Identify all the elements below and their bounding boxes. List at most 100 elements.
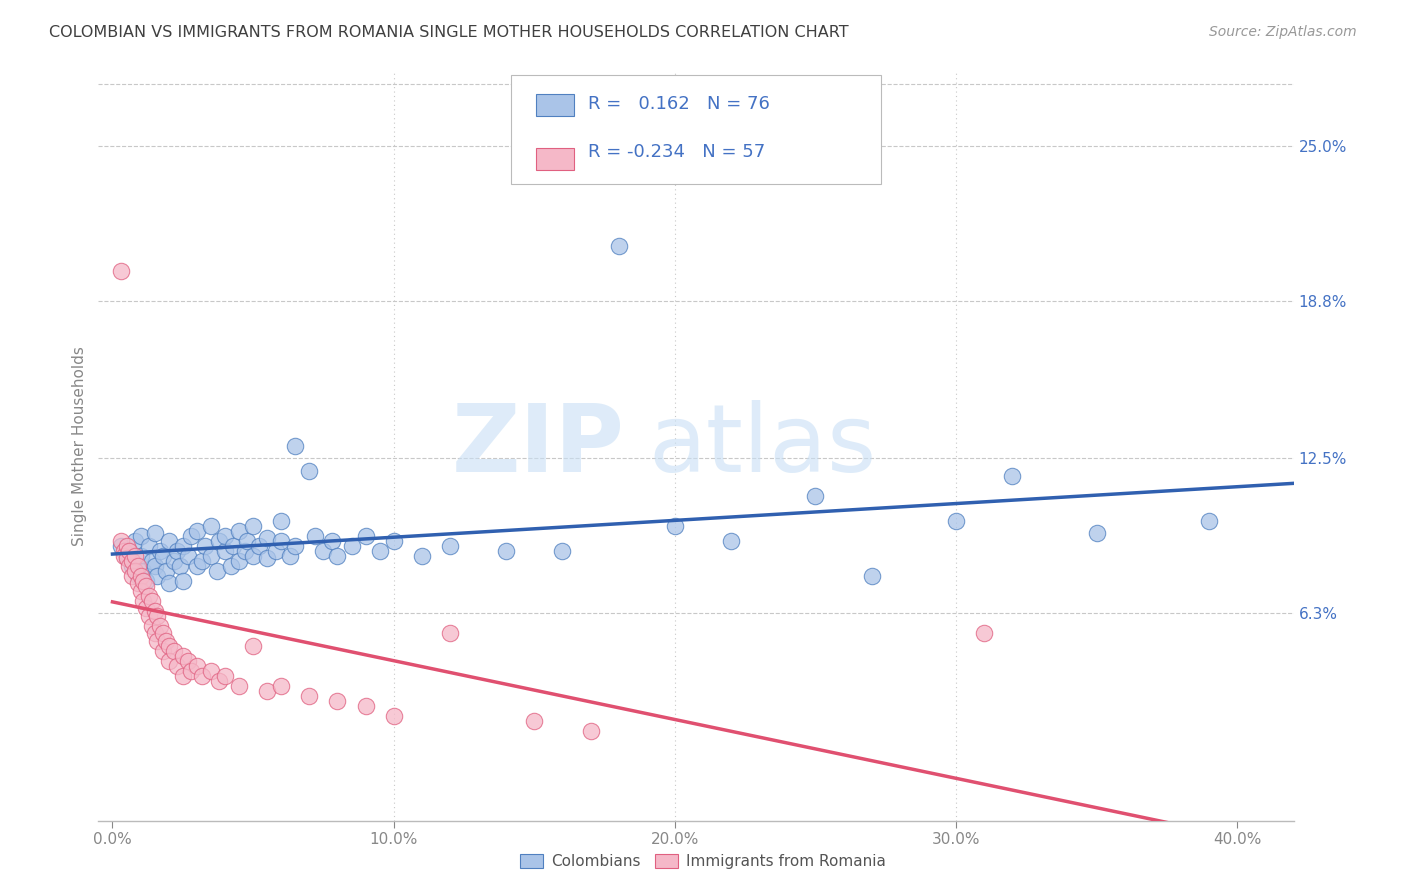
Point: [256, 683, 278, 698]
Point: [143, 604, 166, 618]
Point: [270, 514, 292, 528]
FancyBboxPatch shape: [536, 95, 574, 116]
Point: [132, 594, 155, 608]
Point: [149, 544, 172, 558]
Point: [439, 626, 461, 640]
Point: [169, 558, 191, 573]
Text: atlas: atlas: [648, 400, 876, 492]
Point: [166, 544, 188, 558]
Point: [129, 569, 152, 583]
Point: [143, 558, 166, 573]
Point: [115, 551, 138, 566]
Point: [115, 539, 138, 553]
Point: [551, 544, 574, 558]
Point: [304, 529, 326, 543]
Point: [143, 626, 166, 640]
Point: [214, 669, 236, 683]
Point: [138, 608, 160, 623]
Point: [112, 544, 135, 558]
Point: [382, 533, 405, 548]
Point: [186, 524, 208, 538]
Point: [233, 544, 256, 558]
Point: [129, 549, 152, 563]
Point: [118, 558, 141, 573]
Point: [124, 549, 146, 563]
Point: [523, 714, 546, 728]
Point: [121, 569, 143, 583]
Point: [298, 689, 321, 703]
Point: [112, 549, 135, 563]
Point: [340, 539, 363, 553]
Point: [191, 669, 214, 683]
Point: [222, 539, 245, 553]
Point: [228, 554, 250, 568]
Point: [138, 589, 160, 603]
Point: [579, 723, 602, 738]
Point: [152, 549, 174, 563]
Point: [115, 551, 138, 566]
FancyBboxPatch shape: [510, 75, 882, 184]
Point: [326, 694, 349, 708]
Point: [242, 549, 264, 563]
Point: [219, 558, 242, 573]
Point: [1001, 469, 1024, 483]
Point: [172, 574, 194, 588]
Point: [135, 574, 157, 588]
Point: [228, 524, 250, 538]
Point: [146, 633, 169, 648]
Point: [242, 519, 264, 533]
Y-axis label: Single Mother Households: Single Mother Households: [72, 346, 87, 546]
Point: [256, 532, 278, 546]
Point: [1085, 526, 1108, 541]
Point: [495, 544, 517, 558]
Point: [242, 639, 264, 653]
Point: [278, 549, 301, 563]
Point: [129, 583, 152, 598]
Text: R = -0.234   N = 57: R = -0.234 N = 57: [589, 144, 766, 161]
Point: [264, 544, 287, 558]
Point: [129, 529, 152, 543]
Point: [208, 673, 231, 688]
Point: [326, 549, 349, 563]
Point: [152, 626, 174, 640]
Point: [121, 558, 143, 573]
Point: [382, 708, 405, 723]
Point: [127, 569, 149, 583]
Point: [236, 533, 259, 548]
Point: [664, 519, 686, 533]
Point: [270, 533, 292, 548]
Point: [200, 664, 222, 678]
Point: [191, 554, 214, 568]
Point: [205, 564, 228, 578]
Point: [121, 554, 143, 568]
Point: [143, 526, 166, 541]
Point: [186, 658, 208, 673]
Point: [172, 539, 194, 553]
Point: [177, 549, 200, 563]
Point: [110, 539, 132, 553]
Point: [270, 679, 292, 693]
Point: [135, 601, 157, 615]
Point: [439, 539, 461, 553]
Point: [228, 679, 250, 693]
Point: [200, 549, 222, 563]
Point: [194, 539, 217, 553]
Point: [163, 644, 186, 658]
Point: [860, 569, 883, 583]
Point: [132, 574, 155, 588]
Point: [1198, 514, 1220, 528]
Point: [368, 544, 391, 558]
Point: [312, 544, 335, 558]
Point: [138, 539, 160, 553]
Point: [208, 533, 231, 548]
Point: [247, 539, 270, 553]
Point: [411, 549, 433, 563]
Point: [720, 533, 742, 548]
FancyBboxPatch shape: [536, 148, 574, 170]
Point: [146, 569, 169, 583]
Point: [172, 669, 194, 683]
Point: [804, 489, 827, 503]
Point: [945, 514, 967, 528]
Point: [200, 519, 222, 533]
Point: [155, 564, 177, 578]
